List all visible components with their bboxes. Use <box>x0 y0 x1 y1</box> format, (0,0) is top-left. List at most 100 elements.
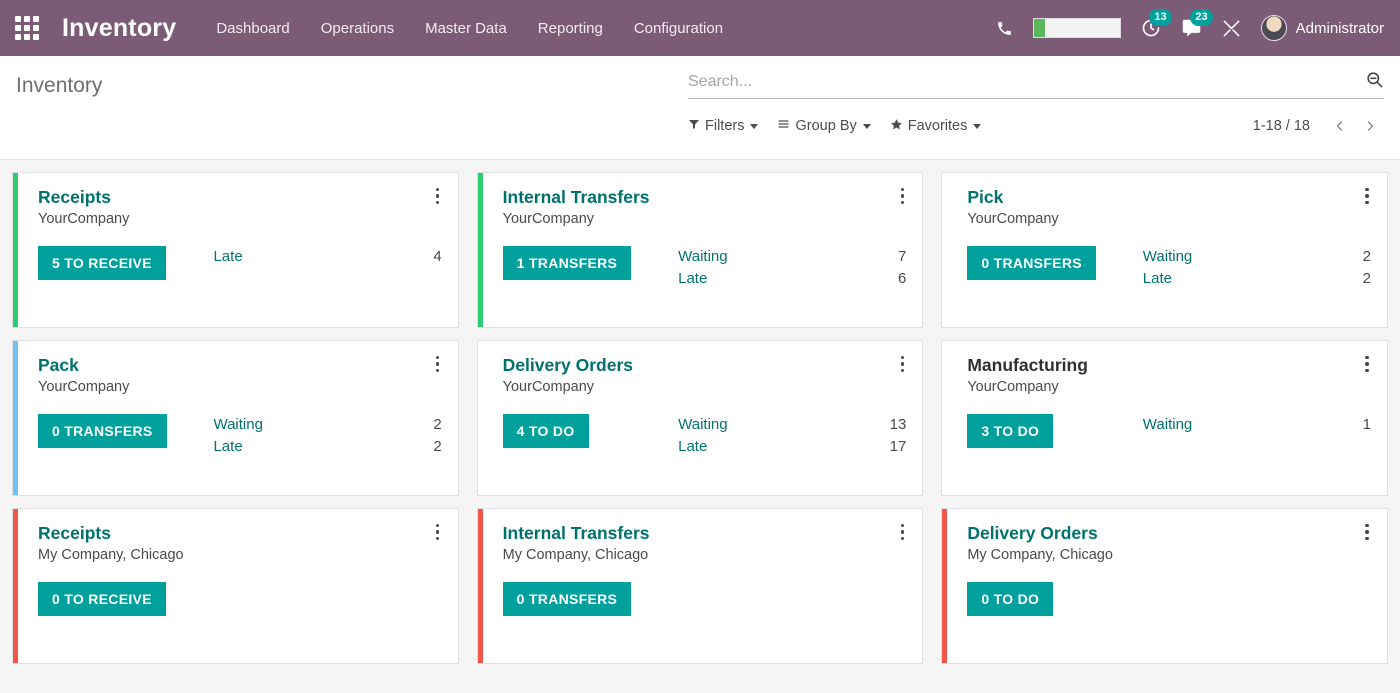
progress-bar-fill <box>1033 19 1045 37</box>
card-stat-label: Late <box>213 248 243 265</box>
search-input[interactable] <box>688 73 1359 91</box>
card-company-subtitle: YourCompany <box>967 211 1059 227</box>
card-primary-button[interactable]: 0 TO DO <box>967 582 1054 616</box>
filters-dropdown[interactable]: Filters <box>688 118 759 134</box>
phone-icon[interactable] <box>996 20 1013 37</box>
breadcrumb[interactable]: Inventory <box>16 74 103 97</box>
activity-count-badge: 13 <box>1149 9 1172 26</box>
card-kebab-menu-icon[interactable] <box>1357 520 1377 544</box>
group-by-label: Group By <box>795 118 857 134</box>
card-stat-row[interactable]: Waiting 1 <box>1143 414 1371 436</box>
kanban-board: Receipts YourCompany 5 TO RECEIVE Late 4 Inte… <box>0 160 1400 693</box>
card-primary-button[interactable]: 3 TO DO <box>967 414 1054 448</box>
kanban-card[interactable]: Receipts My Company, Chicago 0 TO RECEIVE <box>12 508 459 664</box>
card-stat-label: Waiting <box>678 248 728 265</box>
card-stat-row[interactable]: Late 4 <box>213 246 441 268</box>
clock-activity-icon[interactable]: 13 <box>1141 9 1172 38</box>
card-kebab-menu-icon[interactable] <box>428 520 448 544</box>
kanban-card[interactable]: Pack YourCompany 0 TRANSFERS Waiting 2 Late 2 <box>12 340 459 496</box>
progress-bar-widget[interactable] <box>1032 18 1121 38</box>
card-kebab-menu-icon[interactable] <box>892 184 912 208</box>
card-stats: Waiting 2 Late 2 <box>1129 246 1371 290</box>
chevron-right-icon[interactable] <box>1356 112 1384 140</box>
card-title[interactable]: Internal Transfers <box>502 187 650 207</box>
card-stat-row[interactable]: Late 6 <box>678 268 906 290</box>
card-title[interactable]: Pick <box>967 187 1004 207</box>
kanban-card[interactable]: Receipts YourCompany 5 TO RECEIVE Late 4 <box>12 172 459 328</box>
menu-item-operations[interactable]: Operations <box>320 19 395 37</box>
card-color-stripe <box>13 173 18 327</box>
chevron-left-icon[interactable] <box>1326 112 1354 140</box>
kanban-card[interactable]: Internal Transfers YourCompany 1 TRANSFERS… <box>476 172 924 328</box>
card-company-subtitle: YourCompany <box>38 379 130 395</box>
card-stat-row[interactable]: Late 2 <box>213 436 441 458</box>
card-stat-value: 17 <box>889 438 907 455</box>
card-title[interactable]: Internal Transfers <box>502 523 650 543</box>
navbar-systray: 13 23 Administrator <box>996 8 1384 41</box>
card-stat-label: Late <box>678 270 708 287</box>
card-primary-button[interactable]: 1 TRANSFERS <box>502 246 632 280</box>
card-color-stripe <box>13 509 18 663</box>
menu-item-configuration[interactable]: Configuration <box>633 19 724 37</box>
chevron-down-icon <box>750 123 759 129</box>
card-company-subtitle: My Company, Chicago <box>502 547 649 563</box>
card-content: 0 TO DO <box>967 582 1371 616</box>
card-primary-button[interactable]: 0 TRANSFERS <box>502 582 632 616</box>
card-body: Internal Transfers My Company, Chicago 0 T… <box>483 509 923 663</box>
card-company-subtitle: YourCompany <box>967 379 1059 395</box>
card-stat-row[interactable]: Late 17 <box>678 436 906 458</box>
apps-grid-icon[interactable] <box>10 11 44 45</box>
card-title[interactable]: Delivery Orders <box>502 355 634 375</box>
menu-item-dashboard[interactable]: Dashboard <box>216 19 290 37</box>
app-brand-title[interactable]: Inventory <box>62 13 177 42</box>
wrench-tools-icon[interactable] <box>1222 19 1241 38</box>
card-primary-button[interactable]: 5 TO RECEIVE <box>38 246 166 280</box>
card-stat-row[interactable]: Waiting 2 <box>213 414 441 436</box>
card-stat-row[interactable]: Late 2 <box>1143 268 1371 290</box>
card-primary-button[interactable]: 0 TRANSFERS <box>967 246 1096 280</box>
card-stat-value: 2 <box>1362 270 1371 287</box>
card-stat-row[interactable]: Waiting 13 <box>678 414 906 436</box>
card-title[interactable]: Delivery Orders <box>967 523 1098 543</box>
card-primary-button[interactable]: 4 TO DO <box>502 414 589 448</box>
card-title[interactable]: Receipts <box>38 523 111 543</box>
card-kebab-menu-icon[interactable] <box>428 352 448 376</box>
card-kebab-menu-icon[interactable] <box>892 520 912 544</box>
card-stat-row[interactable]: Waiting 7 <box>678 246 906 268</box>
card-kebab-menu-icon[interactable] <box>1357 184 1377 208</box>
hamburger-lines-icon <box>777 118 790 134</box>
star-icon <box>890 118 903 135</box>
favorites-dropdown[interactable]: Favorites <box>890 118 982 135</box>
search-icon[interactable] <box>1365 70 1384 94</box>
card-body: Delivery Orders My Company, Chicago 0 TO D… <box>947 509 1387 663</box>
kanban-card[interactable]: Internal Transfers My Company, Chicago 0 T… <box>476 508 924 664</box>
card-primary-button[interactable]: 0 TO RECEIVE <box>38 582 166 616</box>
card-content: 1 TRANSFERS Waiting 7 Late 6 <box>502 246 906 290</box>
card-title[interactable]: Pack <box>38 355 79 375</box>
kanban-card[interactable]: Delivery Orders My Company, Chicago 0 TO D… <box>941 508 1388 664</box>
card-title[interactable]: Receipts <box>38 187 111 207</box>
avatar <box>1260 15 1287 41</box>
main-menu: Dashboard Operations Master Data Reporti… <box>216 16 723 41</box>
card-stat-row[interactable]: Waiting 2 <box>1143 246 1371 268</box>
card-body: Delivery Orders YourCompany 4 TO DO Waiting… <box>483 341 923 495</box>
card-kebab-menu-icon[interactable] <box>428 184 448 208</box>
group-by-dropdown[interactable]: Group By <box>777 118 871 134</box>
card-kebab-menu-icon[interactable] <box>892 352 912 376</box>
user-menu[interactable]: Administrator <box>1260 15 1384 41</box>
card-content: 4 TO DO Waiting 13 Late 17 <box>502 414 906 458</box>
card-color-stripe <box>477 173 483 327</box>
card-primary-button[interactable]: 0 TRANSFERS <box>38 414 167 448</box>
card-content: 0 TO RECEIVE <box>38 582 442 616</box>
card-stat-value: 13 <box>889 416 907 433</box>
card-kebab-menu-icon[interactable] <box>1357 352 1377 376</box>
kanban-card[interactable]: Manufacturing YourCompany 3 TO DO Waiting 1 <box>941 340 1388 496</box>
kanban-card[interactable]: Pick YourCompany 0 TRANSFERS Waiting 2 Late 2 <box>941 172 1388 328</box>
card-stat-label: Late <box>678 438 708 455</box>
kanban-card[interactable]: Delivery Orders YourCompany 4 TO DO Waiting… <box>476 340 924 496</box>
chat-bubble-icon[interactable]: 23 <box>1181 8 1213 39</box>
menu-item-reporting[interactable]: Reporting <box>537 19 603 37</box>
card-title[interactable]: Manufacturing <box>967 355 1088 375</box>
card-stat-value: 2 <box>433 416 442 433</box>
menu-item-master-data[interactable]: Master Data <box>425 19 507 37</box>
